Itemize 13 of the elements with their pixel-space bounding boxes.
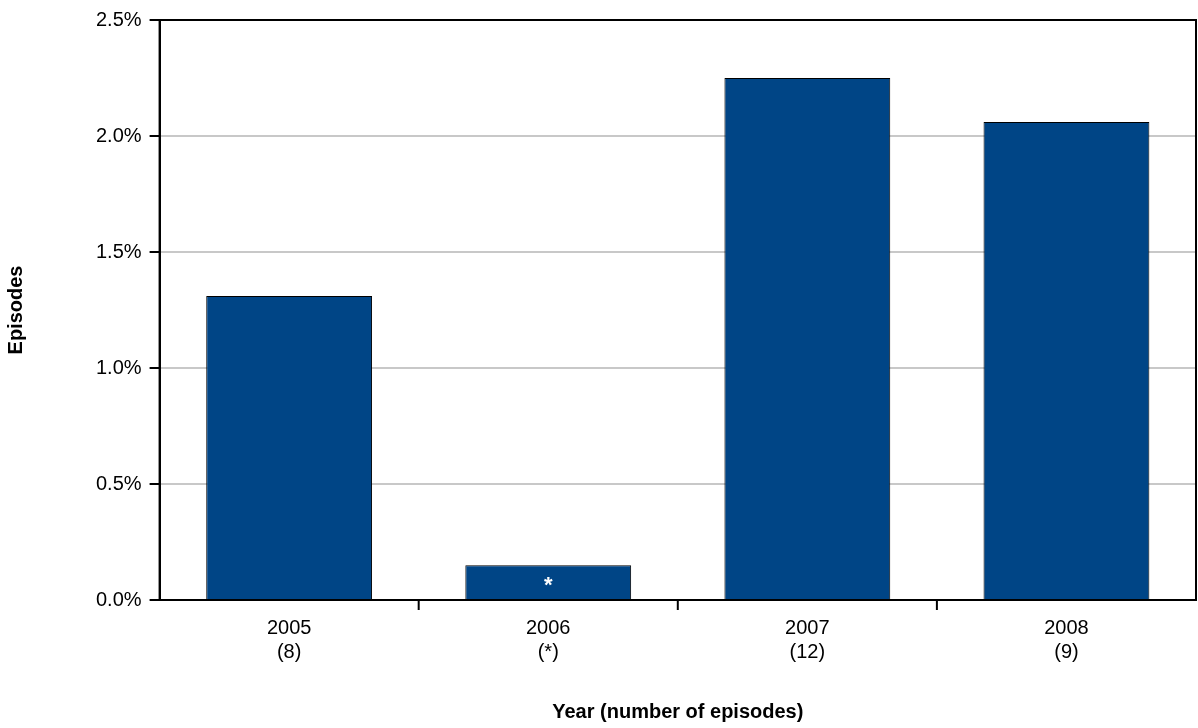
x-axis-title: Year (number of episodes) bbox=[552, 699, 804, 722]
x-tick-label: 2007 (12) bbox=[785, 615, 830, 662]
y-tick-label: 1.0% bbox=[95, 355, 142, 378]
x-tick-label: 2005 (8) bbox=[266, 615, 312, 662]
y-tick-label: 0.0% bbox=[95, 587, 142, 610]
y-axis-title: Episodes bbox=[3, 265, 26, 355]
y-tick-label: 1.5% bbox=[95, 239, 142, 262]
y-tick-label: 0.5% bbox=[95, 471, 142, 494]
x-tick-label: 2006 (*) bbox=[525, 615, 571, 662]
x-tick-label: 2008 (9) bbox=[1044, 615, 1089, 662]
y-tick-label: 2.0% bbox=[95, 123, 142, 146]
annotation: * bbox=[543, 572, 553, 598]
y-tick-label: 2.5% bbox=[95, 7, 142, 30]
